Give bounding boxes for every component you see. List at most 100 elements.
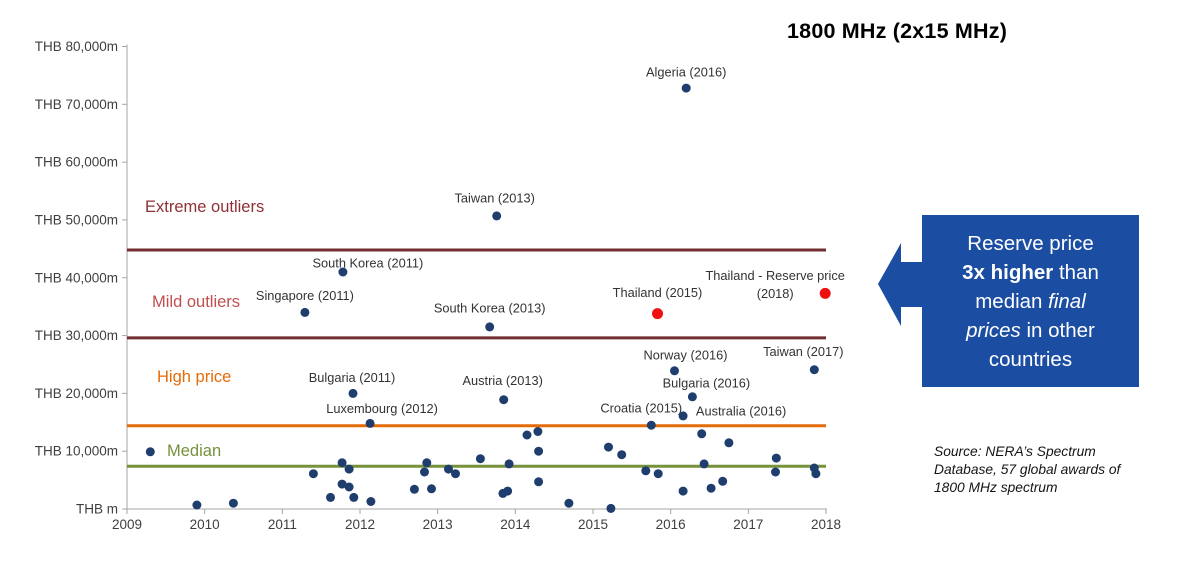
data-point xyxy=(337,458,347,468)
point-label: Norway (2016) xyxy=(644,347,728,362)
data-point xyxy=(228,498,238,508)
data-point xyxy=(534,477,544,487)
ref-label-high: High price xyxy=(157,368,231,386)
data-point xyxy=(409,484,419,494)
y-tick-label: THB 70,000m xyxy=(35,97,118,112)
callout-arrow xyxy=(878,243,922,326)
ref-label-extreme: Extreme outliers xyxy=(145,198,264,216)
source-note: Source: NERA’s Spectrum Database, 57 glo… xyxy=(934,443,1174,498)
data-point xyxy=(699,459,709,469)
data-point xyxy=(687,392,697,402)
x-tick-label: 2016 xyxy=(656,517,686,532)
chart-title: 1800 MHz (2x15 MHz) xyxy=(787,19,1008,43)
data-point xyxy=(492,211,502,221)
data-point xyxy=(724,438,734,448)
data-point xyxy=(349,492,359,502)
data-point xyxy=(444,464,453,474)
y-tick-label: THB 60,000m xyxy=(35,155,118,170)
data-point xyxy=(771,467,780,477)
data-point xyxy=(606,503,616,513)
y-tick-label: THB 20,000m xyxy=(35,386,118,401)
data-point xyxy=(300,307,310,317)
point-label: (2018) xyxy=(757,286,794,301)
x-tick-label: 2015 xyxy=(578,517,608,532)
data-point xyxy=(678,411,688,421)
data-point xyxy=(697,429,707,439)
data-point xyxy=(337,479,347,489)
point-label: Algeria (2016) xyxy=(646,65,726,80)
data-point xyxy=(499,395,509,405)
data-point xyxy=(338,267,348,277)
data-point xyxy=(646,420,656,430)
data-point xyxy=(326,492,335,502)
data-point xyxy=(145,447,155,457)
left-arrow-icon xyxy=(878,243,922,326)
point-label: Taiwan (2013) xyxy=(455,190,535,205)
point-label: Australia (2016) xyxy=(696,403,786,418)
data-point xyxy=(641,466,651,476)
callout-text: Reserve price 3x higher than median final p… xyxy=(962,231,1099,371)
data-point xyxy=(771,453,781,463)
y-tick-label: THB 10,000m xyxy=(35,444,118,459)
point-label: Bulgaria (2016) xyxy=(663,375,751,390)
x-tick-label: 2011 xyxy=(268,517,297,532)
data-point xyxy=(366,497,376,506)
data-point xyxy=(365,418,375,428)
data-point xyxy=(192,500,202,510)
data-point xyxy=(653,469,663,479)
data-point xyxy=(422,458,432,468)
data-point xyxy=(534,446,544,456)
source-note-line: Source: NERA’s Spectrum xyxy=(934,444,1096,459)
data-point xyxy=(809,365,819,375)
source-note-line: 1800 MHz spectrum xyxy=(934,480,1058,496)
point-label: Thailand - Reserve price xyxy=(705,268,844,283)
data-point xyxy=(681,83,691,93)
x-tick-label: 2014 xyxy=(500,517,531,532)
x-tick-label: 2010 xyxy=(190,517,220,532)
x-tick-label: 2013 xyxy=(423,517,453,532)
point-label: Bulgaria (2011) xyxy=(309,370,396,385)
data-point xyxy=(617,450,627,460)
point-label: Austria (2013) xyxy=(463,373,543,388)
ref-label-mild: Mild outliers xyxy=(152,293,240,311)
data-point xyxy=(503,486,513,496)
data-point xyxy=(718,476,728,486)
x-tick-label: 2012 xyxy=(345,517,375,532)
point-label: South Korea (2013) xyxy=(434,300,546,315)
data-point xyxy=(475,454,485,464)
data-point xyxy=(652,308,663,320)
x-tick-label: 2009 xyxy=(112,517,142,532)
data-point xyxy=(308,469,318,479)
scatter-chart: THB m THB 10,000m THB 20,000m THB 30,000m TH… xyxy=(35,39,845,532)
data-point xyxy=(819,287,831,299)
data-point xyxy=(451,469,460,479)
data-point xyxy=(504,459,514,469)
data-point xyxy=(522,430,532,440)
x-tick-label: 2017 xyxy=(733,517,763,532)
data-point xyxy=(604,442,613,452)
data-point xyxy=(678,486,688,496)
point-label: Luxembourg (2012) xyxy=(326,401,438,416)
data-point xyxy=(485,322,495,332)
point-label: Thailand (2015) xyxy=(613,285,703,300)
data-point xyxy=(427,484,436,494)
data-point xyxy=(811,469,821,479)
data-point xyxy=(533,427,543,436)
data-point xyxy=(344,464,354,474)
point-label: South Korea (2011) xyxy=(313,256,424,271)
data-point xyxy=(344,482,354,492)
data-point xyxy=(348,388,358,398)
data-point xyxy=(420,467,429,477)
point-label: Taiwan (2017) xyxy=(763,344,843,359)
source-note-line: Database, 57 global awards of xyxy=(934,462,1121,478)
y-tick-label: THB 30,000m xyxy=(35,328,118,343)
y-tick-label: THB 80,000m xyxy=(35,39,118,54)
data-point xyxy=(670,366,679,376)
callout-box: Reserve price 3x higher than median final p… xyxy=(922,215,1139,387)
point-label: Singapore (2011) xyxy=(256,288,354,303)
point-label: Croatia (2015) xyxy=(600,401,682,416)
x-tick-label: 2018 xyxy=(811,517,841,532)
y-tick-label: THB m xyxy=(76,502,118,517)
y-tick-label: THB 50,000m xyxy=(35,212,118,227)
